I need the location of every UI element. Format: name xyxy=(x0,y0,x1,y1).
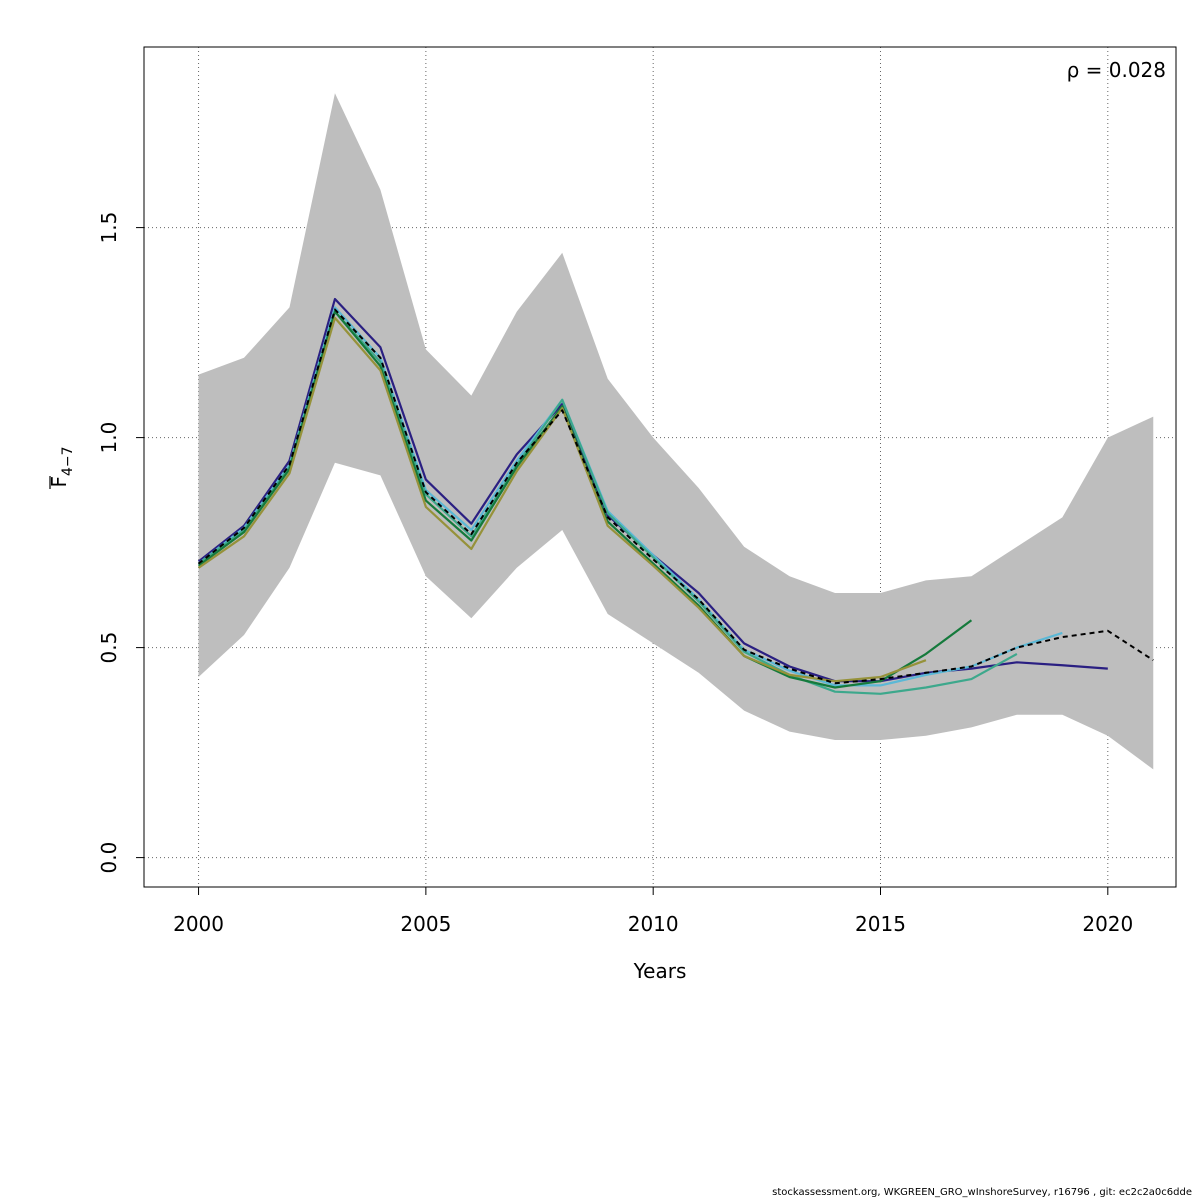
x-axis-label: Years xyxy=(633,959,687,983)
x-axis: 2000 2005 2010 2015 2020 xyxy=(173,886,1133,936)
x-tick-label: 2000 xyxy=(173,912,224,936)
y-tick-label: 0.0 xyxy=(97,842,121,874)
footer-credit: stockassessment.org, WKGREEN_GRO_wInshor… xyxy=(772,1187,1192,1198)
series-line-base xyxy=(197,308,1154,685)
series-line-peel-2 xyxy=(197,310,973,689)
svg-text:F4−7: F4−7 xyxy=(47,446,76,487)
y-tick-label: 1.0 xyxy=(97,422,121,454)
x-tick-label: 2005 xyxy=(400,912,451,936)
y-tick-label: 1.5 xyxy=(97,212,121,244)
confidence-band-layer xyxy=(198,93,1154,770)
y-axis: 0.0 0.5 1.0 1.5 xyxy=(97,212,145,874)
y-axis-label: F4−7 xyxy=(47,446,76,489)
y-axis-label-main: F xyxy=(47,476,71,488)
confidence-band xyxy=(198,93,1154,770)
series-line-peel-1 xyxy=(197,316,927,683)
x-tick-label: 2020 xyxy=(1082,912,1133,936)
rho-annotation: ρ = 0.028 xyxy=(1067,58,1166,82)
series-layer xyxy=(197,297,1154,695)
y-tick-label: 0.5 xyxy=(97,632,121,664)
series-line-peel-4 xyxy=(197,306,1063,687)
y-axis-label-sub: 4−7 xyxy=(60,446,76,476)
x-tick-label: 2015 xyxy=(855,912,906,936)
x-tick-label: 2010 xyxy=(628,912,679,936)
